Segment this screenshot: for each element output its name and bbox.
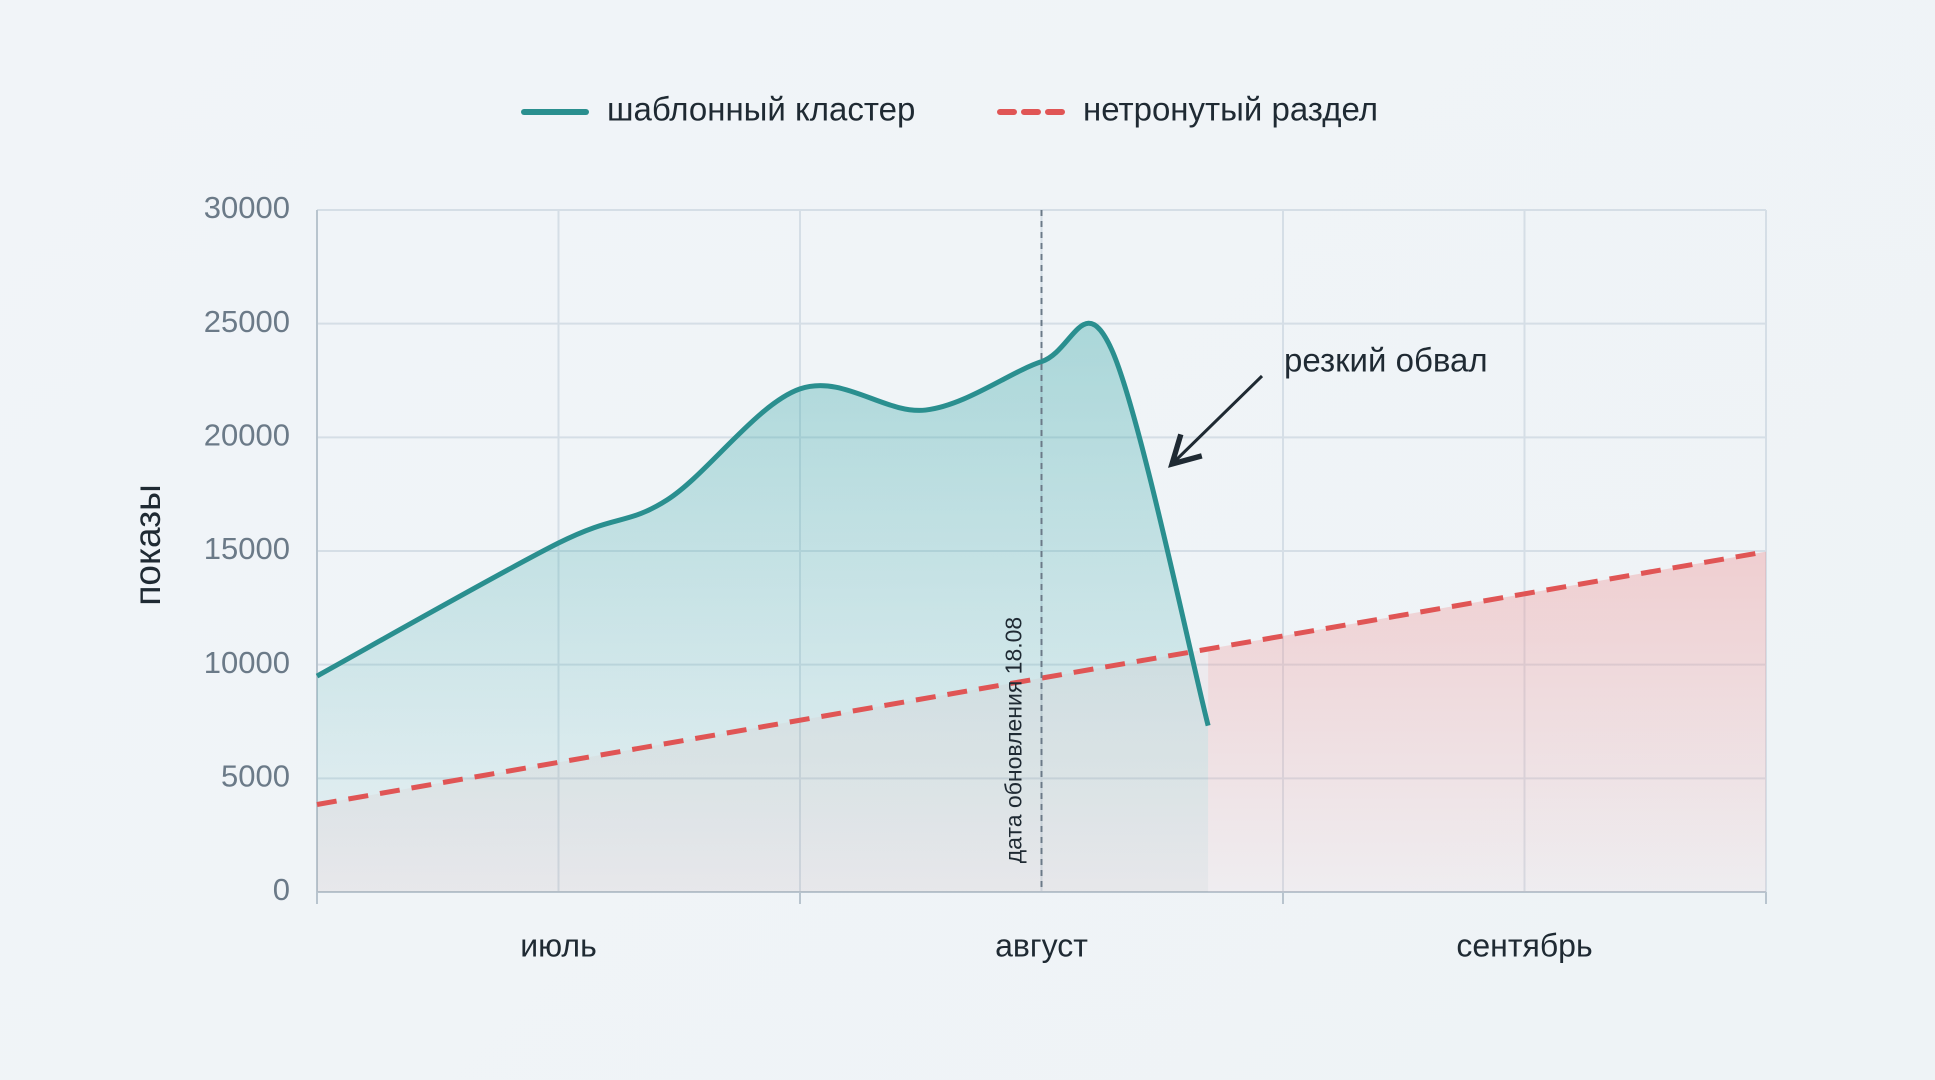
annotation-arrow: [1168, 374, 1264, 468]
area: [317, 323, 1209, 892]
x-tick-label: июль: [520, 927, 597, 963]
y-tick-label: 30000: [204, 190, 290, 225]
y-tick-label: 20000: [204, 418, 290, 453]
y-tick-label: 25000: [204, 304, 290, 339]
x-tick-label: август: [995, 927, 1088, 963]
annotation: дата обновления 18.08: [1001, 617, 1027, 863]
area: [1208, 551, 1766, 892]
annotation: резкий обвал: [1284, 342, 1488, 379]
series-line: [315, 320, 1211, 727]
legend-label: шаблонный кластер: [607, 91, 915, 128]
y-tick-label: 10000: [204, 645, 290, 680]
y-tick-label: 15000: [204, 531, 290, 566]
area-glow: [317, 649, 1209, 892]
y-tick-label: 5000: [221, 759, 290, 794]
legend-label: нетронутый раздел: [1083, 91, 1378, 128]
series-line: [316, 549, 1767, 807]
x-tick-label: сентябрь: [1456, 927, 1592, 963]
y-tick-label: 0: [273, 872, 290, 907]
y-axis-label: показы: [127, 484, 168, 605]
